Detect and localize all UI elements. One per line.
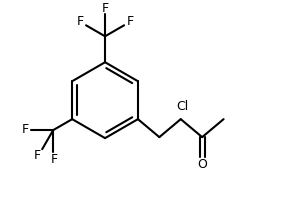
Text: F: F [101, 2, 109, 15]
Text: O: O [197, 158, 207, 170]
Text: F: F [51, 153, 58, 166]
Text: Cl: Cl [177, 100, 189, 113]
Text: F: F [77, 15, 84, 28]
Text: F: F [22, 123, 29, 136]
Text: F: F [34, 149, 41, 162]
Text: F: F [126, 15, 134, 28]
